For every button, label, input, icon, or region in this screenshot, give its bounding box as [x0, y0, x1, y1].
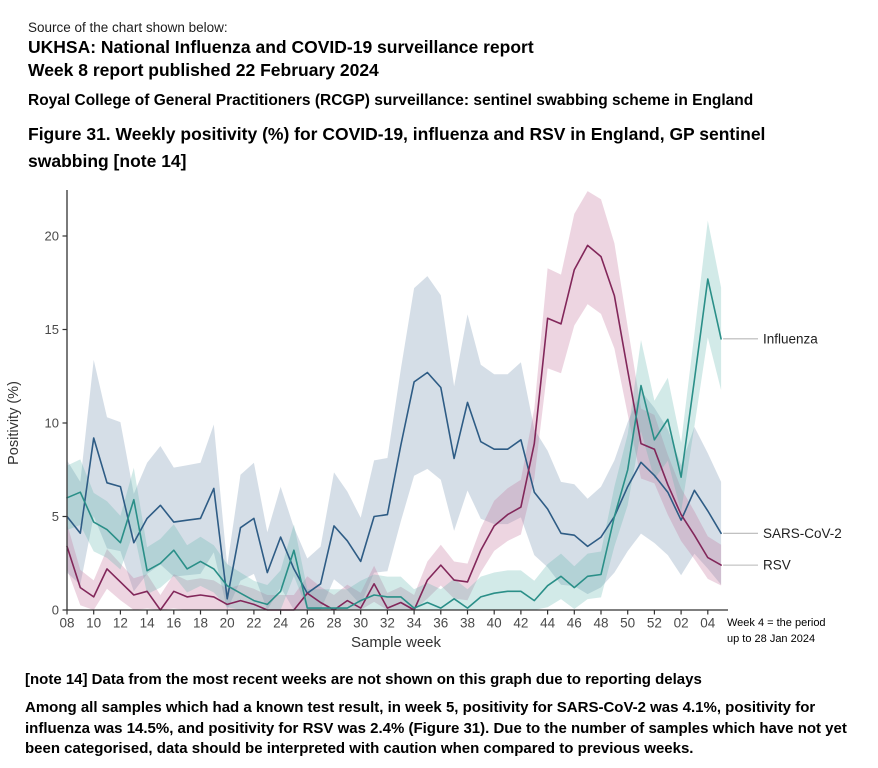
y-tick-label: 5 [52, 509, 59, 524]
x-tick-label: 20 [220, 616, 235, 631]
series-line-sars-cov-2 [66, 371, 722, 600]
x-tick-label: 22 [246, 616, 261, 631]
note-14: [note 14] Data from the most recent week… [25, 671, 702, 688]
x-tick-label: 14 [140, 616, 156, 631]
source-label: Source of the chart shown below: [28, 20, 228, 35]
figure-title: Figure 31. Weekly positivity (%) for COV… [28, 124, 766, 171]
y-tick-label: 10 [45, 416, 59, 431]
x-tick-label: 12 [113, 616, 128, 631]
y-tick-label: 0 [52, 603, 59, 618]
x-tick-label: 30 [353, 616, 368, 631]
x-tick-label: 34 [407, 616, 423, 631]
x-tick-label: 02 [674, 616, 689, 631]
series-line-rsv [66, 244, 722, 611]
legend-label-sars-cov-2: SARS-CoV-2 [763, 526, 842, 541]
x-tick-label: 52 [647, 616, 662, 631]
x-tick-label: 28 [326, 616, 341, 631]
x-tick-label: 36 [433, 616, 448, 631]
y-tick-label: 15 [45, 322, 59, 337]
x-tick-label: 18 [193, 616, 208, 631]
x-tick-label: 24 [273, 616, 289, 631]
report-title-line1: UKHSA: National Influenza and COVID-19 s… [28, 37, 534, 57]
x-tick-label: 16 [166, 616, 181, 631]
x-tick-label: 04 [700, 616, 716, 631]
x-tick-label: 46 [567, 616, 582, 631]
y-axis-label: Positivity (%) [6, 381, 22, 465]
x-tick-label: 38 [460, 616, 475, 631]
x-tick-label: 10 [86, 616, 101, 631]
week5-summary: Among all samples which had a known test… [25, 699, 847, 757]
legend-label-influenza: Influenza [763, 331, 818, 346]
week4-annotation-line1: Week 4 = the period [727, 617, 826, 629]
x-axis-label: Sample week [351, 634, 442, 651]
y-tick-label: 20 [45, 229, 59, 244]
x-tick-label: 32 [380, 616, 395, 631]
x-tick-label: 50 [620, 616, 635, 631]
week4-annotation-line2: up to 28 Jan 2024 [727, 633, 815, 645]
x-tick-label: 08 [59, 616, 74, 631]
positivity-chart: 0 5 10 15 20 08 10 12 14 16 18 20 22 24 26 28 30 32 34 36 38… [6, 190, 842, 651]
report-title-line2: Week 8 report published 22 February 2024 [28, 60, 379, 80]
x-tick-label: 26 [300, 616, 315, 631]
legend-label-rsv: RSV [763, 558, 791, 573]
scheme-subtitle: Royal College of General Practitioners (… [28, 92, 754, 109]
x-tick-label: 40 [487, 616, 502, 631]
x-tick-label: 42 [513, 616, 528, 631]
x-tick-label: 44 [540, 616, 556, 631]
x-tick-label: 48 [593, 616, 608, 631]
series-line-influenza [66, 278, 722, 609]
series-band-rsv [67, 191, 722, 610]
